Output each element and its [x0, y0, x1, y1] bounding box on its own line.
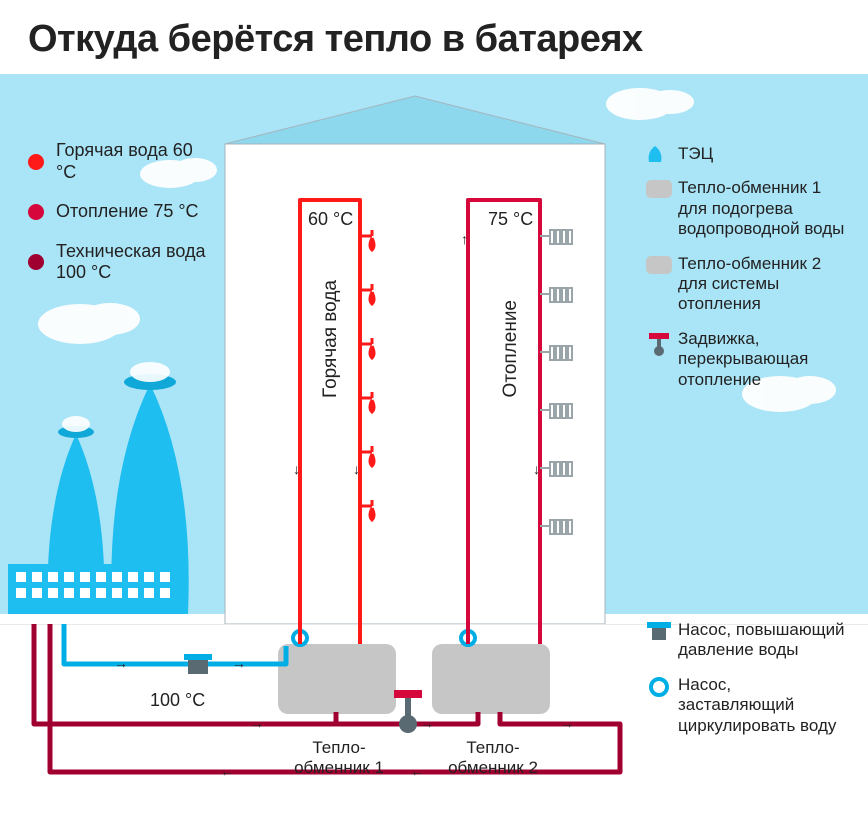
legend-item: Насос, заставляющий циркулировать воду — [640, 675, 850, 736]
pump-circulation-icon — [640, 675, 678, 699]
exchanger-1-label: Тепло-обменник 1 — [284, 738, 394, 777]
residential-building-icon — [225, 96, 605, 624]
valve-icon — [640, 329, 678, 357]
legend-item: Насос, повышающий давление воды — [640, 620, 850, 661]
legend-item: Горячая вода 60 °С — [28, 140, 216, 183]
svg-text:→: → — [250, 715, 264, 731]
pipe-label-hotwater: Горячая вода — [320, 280, 342, 398]
svg-text:↓: ↓ — [293, 461, 300, 477]
legend-right: ТЭЦ Тепло-обменник 1 для подогрева водоп… — [640, 144, 850, 404]
box-icon — [640, 178, 678, 200]
dot-icon — [28, 204, 44, 220]
legend-item: ТЭЦ — [640, 144, 850, 164]
exchanger-2-label: Тепло-обменник 2 — [438, 738, 548, 777]
legend-left: Горячая вода 60 °С Отопление 75 °С Техни… — [28, 140, 216, 302]
svg-text:↓: ↓ — [533, 461, 540, 477]
legend-item: Тепло-обменник 1 для подогрева водопрово… — [640, 178, 850, 239]
plant-building-icon — [8, 564, 186, 614]
temp-label-heat: 75 °С — [488, 209, 533, 230]
heat-exchanger-2-icon — [432, 644, 550, 714]
dot-icon — [28, 254, 44, 270]
svg-text:→: → — [560, 715, 574, 731]
plant-icon — [640, 144, 678, 164]
legend-item: Отопление 75 °С — [28, 201, 216, 223]
legend-item: Тепло-обменник 2 для системы отопления — [640, 254, 850, 315]
heat-exchanger-1-icon — [278, 644, 396, 714]
svg-text:←: ← — [220, 763, 234, 779]
page-title: Откуда берётся тепло в батареях — [0, 0, 868, 61]
dot-icon — [28, 154, 44, 170]
svg-text:↑: ↑ — [461, 231, 468, 247]
svg-text:→: → — [232, 655, 246, 671]
svg-text:←: ← — [410, 763, 424, 779]
temp-label-hot: 60 °С — [308, 209, 353, 230]
box-icon — [640, 254, 678, 276]
svg-text:→: → — [114, 655, 128, 671]
legend-item: Техническая вода 100 °С — [28, 241, 216, 284]
svg-text:→: → — [420, 715, 434, 731]
legend-bottom: Насос, повышающий давление воды Насос, з… — [640, 620, 850, 750]
temp-label-tech: 100 °С — [150, 690, 205, 711]
legend-item: Задвижка, перекрывающая отопление — [640, 329, 850, 390]
svg-text:↓: ↓ — [353, 461, 360, 477]
pipe-label-heating: Отопление — [500, 300, 522, 397]
pump-pressure-icon — [184, 654, 212, 674]
pump-pressure-icon — [640, 620, 678, 644]
